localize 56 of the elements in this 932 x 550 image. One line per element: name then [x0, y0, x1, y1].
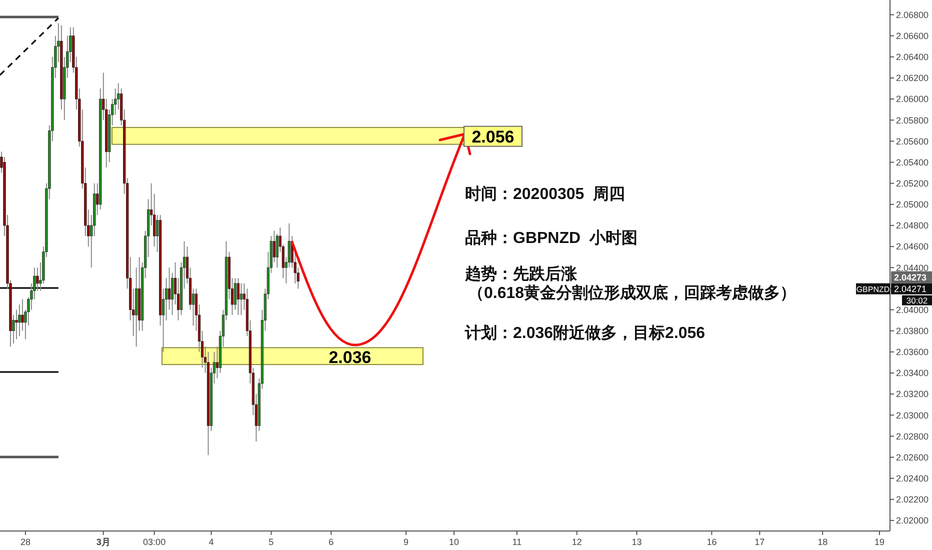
x-tick-label: 12 — [572, 537, 582, 547]
y-tick-label: 2.05800 — [896, 115, 929, 126]
y-tick-label: 2.04000 — [896, 304, 929, 315]
text: 2.04273 — [894, 272, 927, 282]
text: 2.04271 — [894, 284, 927, 294]
annotation: 计划：2.036附近做多，目标2.056 — [464, 324, 706, 342]
annotation: GBPNZD — [856, 284, 890, 294]
candlestick — [21, 298, 24, 332]
y-tick-label: 2.03000 — [896, 410, 929, 420]
annotation: 趋势：先跌后涨 — [464, 265, 578, 283]
y-tick-label: 2.02800 — [896, 431, 929, 442]
annotation: 2.056 — [472, 127, 514, 146]
annotation: （0.618黄金分割位形成双底，回踩考虑做多） — [468, 284, 796, 302]
x-tick-label: 5 — [268, 537, 274, 547]
y-tick-label: 2.05000 — [896, 200, 929, 210]
x-tick-label: 13 — [632, 537, 642, 547]
y-tick-label: 2.06400 — [896, 52, 929, 62]
x-tick-label: 6 — [328, 537, 334, 547]
y-tick-label: 2.06000 — [896, 94, 929, 104]
y-tick-label: 2.05200 — [896, 178, 929, 188]
x-tick-label: 11 — [512, 537, 522, 547]
annotation: 2.036 — [328, 348, 372, 367]
y-tick-label: 2.03800 — [896, 326, 929, 336]
y-tick-label: 2.02200 — [896, 494, 929, 505]
y-tick-label: 2.04800 — [896, 220, 929, 231]
candlestick — [240, 282, 243, 316]
y-tick-label: 2.06200 — [896, 73, 929, 84]
x-tick-label: 3月 — [96, 537, 110, 547]
x-tick-label: 9 — [404, 537, 409, 547]
x-tick-label: 18 — [818, 537, 828, 547]
y-tick-label: 2.03600 — [896, 347, 929, 358]
x-tick-label: 28 — [20, 537, 30, 547]
text: 30:02 — [906, 295, 928, 306]
y-tick-label: 2.03400 — [896, 368, 929, 378]
x-tick-label: 4 — [208, 537, 214, 547]
x-tick-label: 03:00 — [143, 537, 166, 547]
x-tick-label: 16 — [706, 537, 717, 547]
candlestick — [18, 304, 21, 337]
x-tick-label: 19 — [874, 537, 885, 547]
y-tick-label: 2.04600 — [896, 242, 929, 252]
annotation: 时间：20200305 周四 — [465, 185, 626, 203]
x-tick-label: 17 — [754, 537, 765, 547]
y-tick-label: 2.06600 — [896, 30, 929, 41]
y-tick-label: 2.03200 — [896, 389, 929, 400]
candlestick — [15, 309, 18, 340]
candlestick — [168, 267, 171, 310]
y-tick-label: 2.02000 — [896, 516, 929, 526]
y-tick-label: 2.05400 — [896, 157, 929, 168]
y-tick-label: 2.02600 — [896, 452, 929, 462]
candlestick — [236, 278, 240, 316]
x-tick-label: 10 — [448, 537, 459, 547]
y-tick-label: 2.05600 — [896, 136, 929, 146]
y-tick-label: 2.02400 — [896, 473, 929, 484]
annotation: 品种：GBPNZD 小时图 — [465, 229, 638, 247]
y-tick-label: 2.06800 — [896, 10, 929, 20]
y-tick-label: 2.04400 — [896, 262, 929, 273]
